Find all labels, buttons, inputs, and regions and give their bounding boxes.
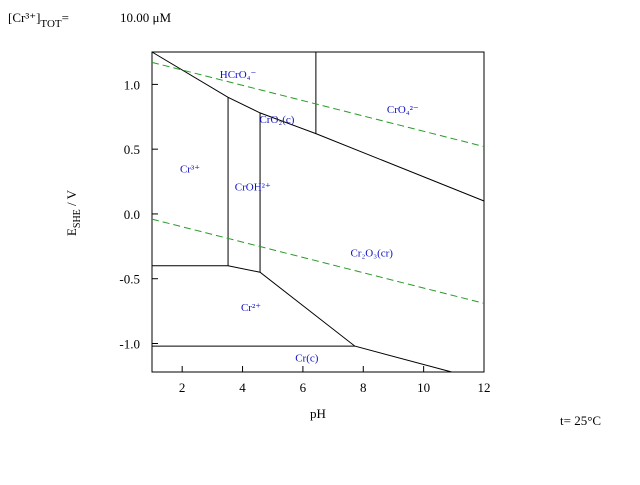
species-label: Cr³⁺ (180, 163, 200, 175)
species-label: CrO₂(c) (259, 114, 294, 126)
y-tick-label: 1.0 (124, 77, 140, 92)
y-tick-label: -0.5 (119, 272, 140, 287)
species-label: Cr₂O₃(cr) (350, 248, 393, 260)
y-tick-label: 0.5 (124, 142, 140, 157)
concentration-value: 10.00 μM (120, 10, 171, 25)
x-tick-label: 2 (179, 380, 186, 395)
x-tick-label: 6 (300, 380, 307, 395)
species-label: HCrO₄⁻ (220, 69, 257, 81)
water-line (151, 61, 485, 148)
y-axis-label: ESHE / V (64, 189, 83, 236)
water-line (151, 218, 485, 304)
x-tick-label: 4 (239, 380, 246, 395)
species-label: Cr(c) (295, 353, 319, 365)
concentration-label: [Cr³⁺]TOT= (8, 10, 69, 30)
x-tick-label: 8 (360, 380, 367, 395)
plot-frame (151, 51, 485, 373)
x-tick-label: 12 (478, 380, 491, 395)
boundary-line (151, 51, 485, 202)
species-label: CrOH²⁺ (235, 182, 271, 194)
x-tick-label: 10 (417, 380, 430, 395)
x-axis-label: pH (310, 406, 326, 421)
species-label: CrO₄²⁻ (387, 104, 419, 116)
species-label: Cr²⁺ (241, 302, 261, 314)
y-tick-label: -1.0 (119, 336, 140, 351)
boundary-line (152, 265, 452, 373)
temperature-label: t= 25°C (560, 413, 601, 428)
y-tick-label: 0.0 (124, 207, 140, 222)
